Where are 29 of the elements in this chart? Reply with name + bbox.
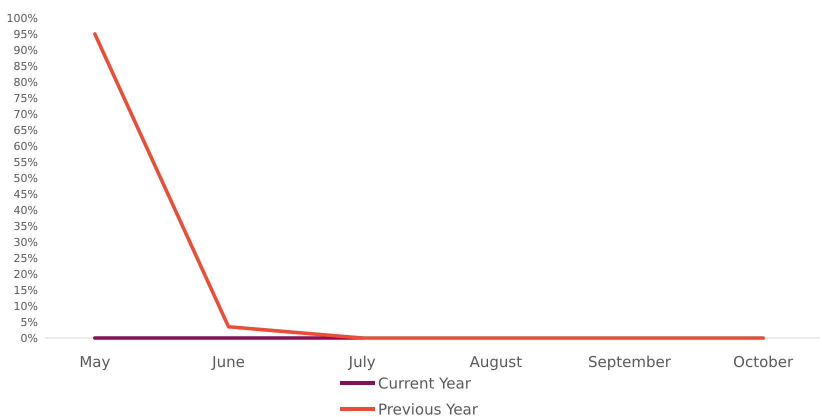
y-tick-label: 45%: [14, 188, 38, 201]
y-tick-label: 30%: [14, 236, 38, 249]
y-tick-label: 65%: [14, 124, 38, 137]
legend-label: Current Year: [378, 374, 472, 392]
y-tick-label: 85%: [14, 60, 38, 73]
y-tick-label: 20%: [14, 268, 38, 281]
y-tick-label: 55%: [14, 156, 38, 169]
x-tick-label: June: [211, 353, 245, 371]
y-tick-label: 40%: [14, 204, 38, 217]
y-tick-label: 15%: [14, 284, 38, 297]
y-tick-label: 25%: [14, 252, 38, 265]
y-tick-label: 5%: [20, 316, 38, 329]
y-tick-label: 80%: [14, 76, 38, 89]
x-tick-label: July: [348, 353, 376, 371]
y-tick-label: 100%: [6, 12, 38, 25]
x-tick-label: May: [79, 353, 110, 371]
y-tick-label: 0%: [20, 332, 38, 345]
y-tick-label: 50%: [14, 172, 38, 185]
y-tick-label: 10%: [14, 300, 38, 313]
x-tick-label: September: [588, 353, 672, 371]
x-tick-label: October: [733, 353, 794, 371]
y-tick-label: 90%: [14, 44, 38, 57]
legend-label: Previous Year: [378, 400, 479, 417]
y-tick-label: 70%: [14, 108, 38, 121]
x-tick-label: August: [470, 353, 522, 371]
y-tick-label: 75%: [14, 92, 38, 105]
y-tick-label: 95%: [14, 28, 38, 41]
y-tick-label: 60%: [14, 140, 38, 153]
y-tick-label: 35%: [14, 220, 38, 233]
